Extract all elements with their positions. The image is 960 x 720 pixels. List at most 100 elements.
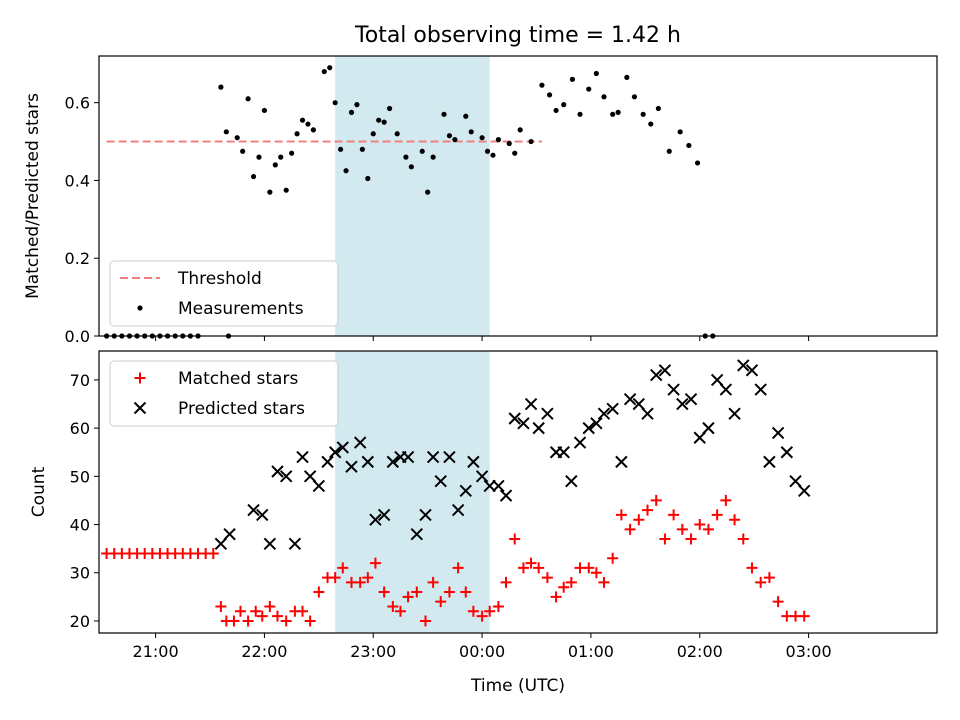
matched-star-point (394, 605, 406, 617)
measurement-point (425, 189, 431, 195)
predicted-star-point (565, 474, 578, 488)
predicted-star-point (296, 450, 309, 464)
matched-star-point (500, 576, 512, 588)
measurement-point (338, 146, 344, 152)
predicted-star-point (590, 417, 603, 430)
matched-star-point (685, 533, 697, 545)
measurement-point (386, 105, 393, 112)
predicted-star-point (702, 421, 715, 435)
matched-star-point (694, 519, 706, 531)
matched-star-point (509, 533, 521, 545)
legend-label: Predicted stars (178, 399, 305, 419)
predicted-star-point (353, 436, 367, 449)
measurement-point (686, 142, 692, 149)
matched-star-point (798, 610, 810, 622)
matched-star-point (533, 562, 545, 574)
xtick-label: 23:00 (350, 642, 396, 661)
matched-star-point (720, 494, 732, 506)
bottom-legend: Matched stars Predicted stars (109, 360, 339, 427)
matched-star-point (558, 581, 570, 593)
matched-star-point (737, 533, 749, 545)
measurement-point (586, 86, 592, 92)
matched-star-point (329, 572, 341, 584)
matched-star-point (517, 562, 529, 574)
predicted-star-point (693, 431, 706, 444)
measurement-point (430, 154, 436, 160)
matched-star-point (541, 572, 553, 584)
top-ytick-label: 0.0 (65, 327, 90, 346)
measurement-point (381, 119, 387, 125)
measurement-point (343, 168, 349, 174)
legend-label: Matched stars (178, 369, 298, 389)
measurement-point (694, 160, 701, 166)
legend-marker (137, 305, 143, 311)
measurement-point (403, 154, 409, 160)
bottom-ytick-label: 30 (70, 564, 90, 583)
predicted-star-point (336, 441, 349, 454)
matched-star-point (702, 523, 714, 535)
legend-box (109, 260, 339, 327)
top-ytick-label: 0.6 (65, 94, 90, 113)
measurement-point (463, 113, 469, 119)
predicted-star-point (369, 513, 382, 526)
measurement-point (332, 100, 338, 106)
matched-star-point (460, 586, 472, 598)
matched-star-point (207, 547, 219, 559)
measurement-point (245, 96, 251, 102)
predicted-star-point (508, 412, 521, 425)
predicted-star-point (410, 527, 423, 541)
measurement-point (299, 117, 306, 123)
matched-star-point (583, 562, 595, 574)
measurement-point (278, 154, 284, 160)
measurement-point (648, 121, 654, 127)
predicted-star-point (623, 392, 637, 406)
predicted-star-point (321, 455, 334, 469)
measurement-point (631, 94, 638, 100)
measurement-point (376, 117, 382, 123)
predicted-star-point (684, 392, 698, 406)
matched-star-point (598, 576, 610, 588)
legend-marker (134, 372, 146, 384)
xtick-label: 00:00 (459, 642, 505, 661)
matched-star-point (402, 591, 414, 603)
measurement-point (310, 127, 316, 133)
measurement-point (479, 135, 485, 141)
matched-star-point (763, 572, 775, 584)
measurement-point (655, 105, 661, 112)
top-plot-frame (98, 55, 938, 337)
predicted-star-point (517, 417, 530, 430)
bottom-ytick-label: 70 (70, 371, 90, 390)
predicted-star-point (247, 503, 260, 517)
measurement-point (354, 102, 360, 108)
measurement-point (666, 148, 672, 154)
matched-star-point (711, 509, 723, 521)
predicted-star-point (754, 383, 767, 396)
predicted-star-point (763, 455, 776, 469)
measurement-point (468, 129, 474, 135)
measurement-point (610, 111, 616, 117)
measurement-point (490, 152, 496, 158)
matched-star-point (242, 615, 254, 627)
predicted-star-point (532, 421, 545, 435)
predicted-star-point (377, 508, 391, 522)
legend-label: Threshold (177, 269, 262, 289)
matched-star-point (668, 509, 680, 521)
predicted-star-point (288, 537, 302, 551)
measurement-point (272, 162, 278, 168)
predicted-star-point (632, 397, 646, 411)
figure-title: Total observing time = 1.42 h (354, 23, 681, 48)
measurement-point (624, 74, 630, 80)
predicted-star-point (798, 484, 811, 498)
predicted-star-point (789, 474, 802, 488)
measurement-point (370, 131, 376, 137)
matched-star-point (452, 562, 464, 574)
matched-star-point (362, 572, 374, 584)
matched-star-point (215, 600, 227, 612)
matched-star-point (633, 514, 645, 526)
predicted-star-point (279, 470, 293, 483)
measurement-point (506, 140, 512, 147)
measurement-point (261, 107, 268, 114)
predicted-star-point (771, 426, 785, 440)
matched-star-point (411, 586, 423, 598)
